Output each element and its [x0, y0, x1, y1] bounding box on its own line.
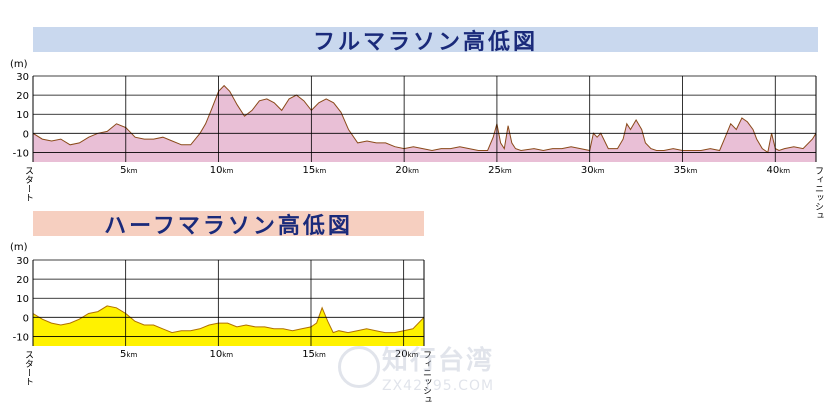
half-marathon-title: ハーフマラソン高低図: [33, 211, 424, 239]
full-y-tick-label: 30: [16, 72, 29, 83]
half-elevation-line: [32, 305, 425, 334]
half-y-tick-label: 0: [23, 313, 29, 324]
half-x-tick-label: 5km: [120, 349, 137, 360]
full-x-tick-label: 5km: [120, 165, 137, 176]
full-start-label: スタート: [23, 166, 34, 202]
full-y-tick-label: 10: [16, 110, 29, 121]
full-x-tick-label: 25km: [488, 165, 512, 176]
half-y-tick-label: 30: [16, 256, 29, 267]
full-finish-label: フィニッシュ: [813, 166, 824, 220]
full-y-tick-label: 20: [16, 91, 29, 102]
half-y-tick-label: 20: [16, 275, 29, 286]
half-start-label: スタート: [23, 350, 34, 386]
full-y-tick-label: 0: [23, 129, 29, 140]
full-x-tick-label: 40km: [766, 165, 790, 176]
half-x-tick-label: 15km: [302, 349, 326, 360]
full-y-tick-label: -10: [13, 148, 29, 159]
full-x-tick-label: 20km: [395, 165, 419, 176]
full-chart: 30 20 10 0 -10 5km 10km 15km 20km 25km 30km 35km 40k…: [10, 59, 824, 220]
half-unit-label: (m): [10, 242, 28, 253]
half-x-tick-label: 20km: [395, 349, 419, 360]
full-x-tick-label: 35km: [674, 165, 698, 176]
half-y-tick-label: -10: [13, 332, 29, 343]
full-x-tick-label: 10km: [210, 165, 234, 176]
full-elevation-line: [32, 84, 817, 154]
half-x-tick-label: 10km: [210, 349, 234, 360]
full-x-tick-label: 30km: [581, 165, 605, 176]
full-x-tick-label: 15km: [303, 165, 327, 176]
half-y-tick-label: 10: [16, 294, 29, 305]
full-unit-label: (m): [10, 59, 28, 70]
full-elevation-area: [33, 85, 816, 162]
half-finish-label: フィニッシュ: [421, 350, 432, 404]
full-marathon-title: フルマラソン高低図: [33, 27, 818, 55]
half-chart: 30 20 10 0 -10 5km 10km 15km 20km (m) スタート フィニッシュ: [10, 242, 432, 404]
half-elevation-area: [33, 305, 424, 346]
